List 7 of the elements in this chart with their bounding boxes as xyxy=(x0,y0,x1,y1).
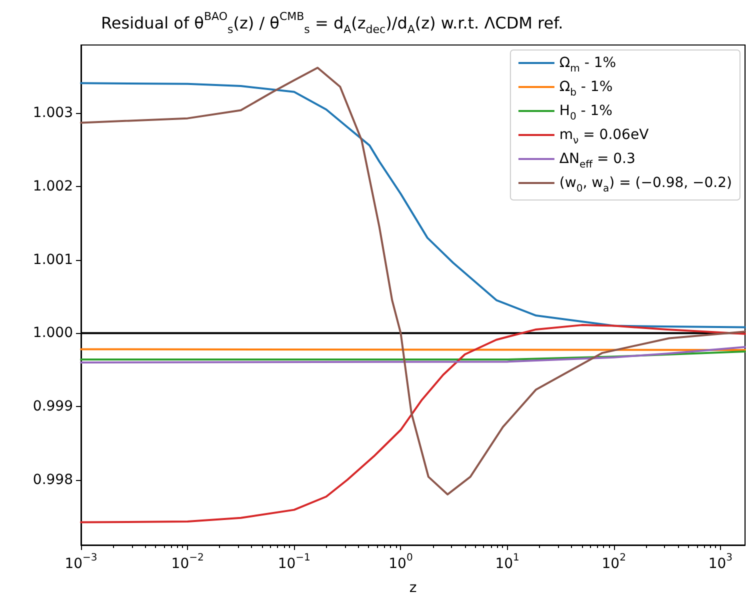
y-tick-label: 0.998 xyxy=(32,472,73,488)
x-axis-title: z xyxy=(409,580,417,596)
y-tick-label: 1.000 xyxy=(32,325,73,342)
y-tick-label: 0.999 xyxy=(32,398,73,414)
y-tick-label: 1.002 xyxy=(32,178,73,194)
y-tick-label: 1.003 xyxy=(32,105,73,122)
y-tick-label: 1.001 xyxy=(32,252,73,268)
